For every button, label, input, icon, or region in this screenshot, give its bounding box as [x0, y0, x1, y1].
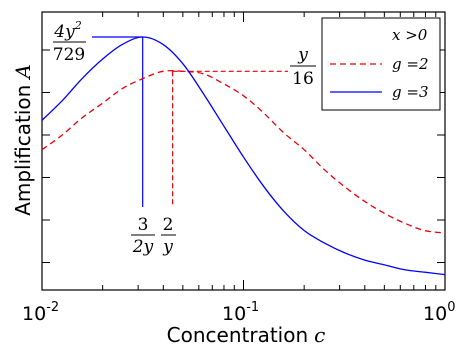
y-axis-title: AmplificationA — [11, 64, 35, 216]
annotation-peak-g2-x: 2 y — [161, 215, 176, 257]
x-tick-label-1e-2: 10-2 — [22, 300, 59, 325]
series-line-g3 — [41, 36, 446, 276]
legend: x >0 g =2 g =3 — [321, 17, 441, 111]
annotation-g3-x-denominator: 2y — [132, 237, 154, 257]
series-lines — [41, 36, 446, 276]
legend-entry-g2-label: g =2 — [392, 55, 428, 73]
plot-area — [41, 11, 446, 291]
annotation-g3-y-numerator: 4y2 — [53, 19, 81, 42]
series-line-g2 — [41, 70, 446, 234]
x-tick-label-1e-1: 10-1 — [222, 300, 259, 325]
legend-entry-x-label: x >0 — [392, 26, 428, 44]
annotation-peak-g3-y: 4y2 729 — [53, 19, 86, 65]
annotation-g2-y-denominator: 16 — [292, 69, 314, 89]
annotation-peak-g3-x: 3 2y — [131, 215, 155, 257]
annotation-peak-g2-y: y 16 — [290, 45, 316, 89]
annotation-g2-y-numerator: y — [297, 45, 308, 65]
annotation-lines — [92, 36, 288, 207]
annotation-g2-x-denominator: y — [162, 237, 173, 257]
annotation-g3-x-numerator: 3 — [138, 215, 149, 235]
x-axis-title: Concentration c — [167, 323, 326, 347]
x-tick-labels: 10-2 10-1 100 — [22, 300, 455, 325]
legend-entry-g3-label: g =3 — [392, 83, 428, 101]
tick-marks — [41, 12, 446, 290]
x-tick-label-1e0: 100 — [423, 300, 455, 325]
annotation-g3-y-denominator: 729 — [53, 45, 85, 65]
annotation-g2-x-numerator: 2 — [163, 215, 174, 235]
